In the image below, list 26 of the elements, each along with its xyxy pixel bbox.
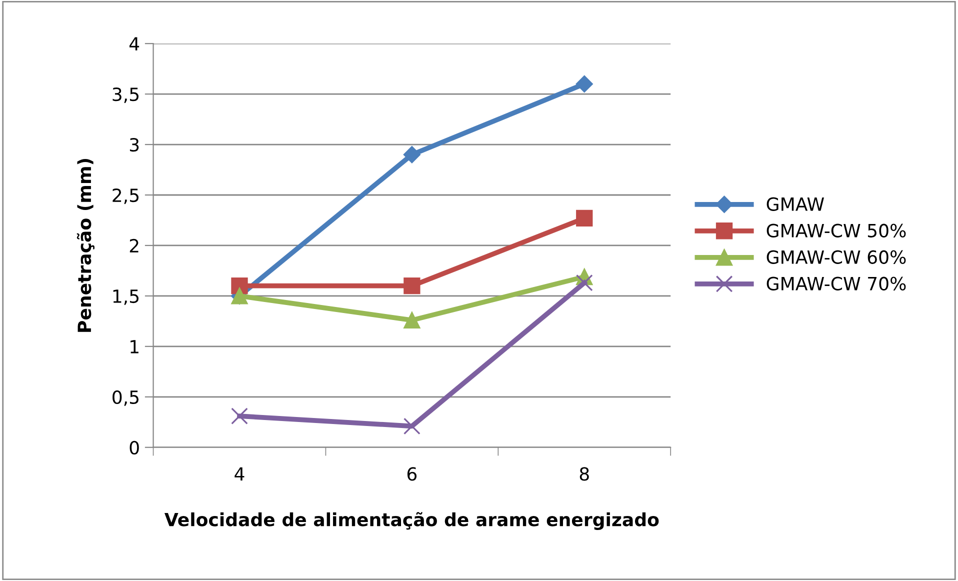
point: [576, 75, 593, 93]
legend-label: GMAW-CW 50%: [766, 224, 906, 238]
y-tick-label: 0: [130, 440, 139, 454]
y-tick-label: 3: [130, 138, 139, 152]
x-axis-title: Velocidade de alimentação de arame energizado: [164, 512, 659, 530]
x-tick-label: 4: [234, 467, 244, 481]
y-tick-label: 3,5: [112, 88, 139, 104]
point: [404, 278, 420, 294]
y-tick-label: 0,5: [112, 390, 139, 406]
y-tick-label: 2: [130, 238, 138, 252]
y-tick-label: 1,5: [113, 290, 139, 305]
point: [231, 408, 248, 425]
x-tick-label: 6: [407, 467, 417, 481]
point: [576, 210, 593, 227]
point: [404, 312, 420, 329]
y-tick-label: 4: [129, 37, 140, 50]
point: [403, 418, 420, 435]
point: [576, 274, 593, 292]
y-axis-title: Penetração (mm): [76, 159, 94, 332]
y-tick-label: 1: [130, 340, 138, 354]
point: [403, 146, 420, 164]
legend-label: GMAW-CW 70%: [766, 276, 906, 290]
legend-label: GMAW: [766, 197, 824, 211]
legend-label: GMAW-CW 60%: [766, 250, 906, 264]
x-tick-label: 8: [580, 467, 589, 481]
y-tick-label: 2,5: [112, 188, 139, 204]
